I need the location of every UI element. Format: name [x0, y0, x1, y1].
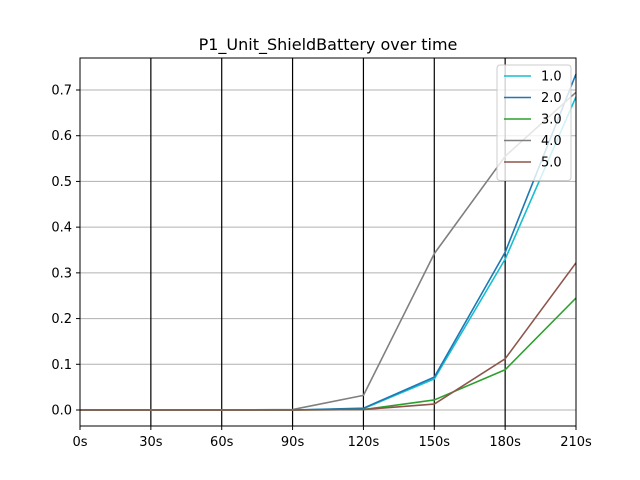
legend: 1.0 2.0 3.0 4.0 5.0 [496, 64, 572, 181]
series-line-3.0 [80, 297, 577, 411]
plot-frame [79, 57, 577, 427]
series-line-5.0 [80, 262, 577, 411]
legend-box [496, 64, 572, 181]
y-tick-label: 0.6 [51, 129, 72, 144]
grid [80, 58, 576, 426]
x-tick-label: 210s [560, 435, 592, 450]
legend-label: 3.0 [541, 113, 562, 128]
x-tick-label: 120s [348, 435, 380, 450]
y-tick-label: 0.2 [51, 312, 72, 327]
legend-label: 5.0 [541, 156, 562, 171]
x-tick-label: 180s [489, 435, 521, 450]
y-axis: 0.0 0.1 0.2 0.3 0.4 0.5 0.6 0.7 [51, 84, 80, 419]
x-tick-label: 30s [139, 435, 163, 450]
y-tick-label: 0.3 [51, 266, 72, 281]
x-axis: 0s 30s 60s 90s 120s 150s 180s 210s [72, 426, 592, 450]
chart-title: P1_Unit_ShieldBattery over time [199, 35, 458, 55]
legend-label: 2.0 [541, 91, 562, 106]
x-tick-label: 150s [418, 435, 450, 450]
series-layer [80, 73, 577, 411]
y-tick-label: 0.0 [51, 404, 72, 419]
legend-label: 1.0 [541, 70, 562, 85]
legend-label: 4.0 [541, 134, 562, 149]
y-tick-label: 0.5 [51, 175, 72, 190]
x-tick-label: 90s [281, 435, 305, 450]
y-tick-label: 0.7 [51, 84, 72, 99]
x-tick-label: 60s [210, 435, 234, 450]
x-tick-label: 0s [72, 435, 87, 450]
y-tick-label: 0.4 [51, 221, 72, 236]
y-tick-label: 0.1 [51, 358, 72, 373]
